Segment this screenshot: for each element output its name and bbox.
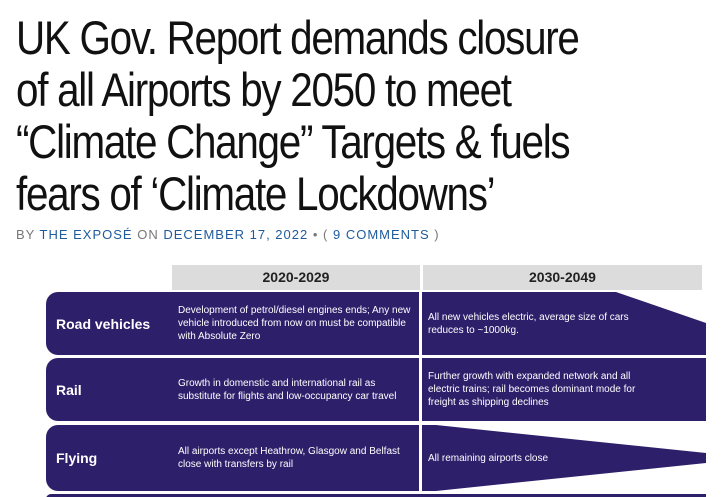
band-taper: [616, 292, 706, 323]
article-title: UK Gov. Report demands closure of all Ai…: [16, 11, 580, 220]
byline-separator: • (: [312, 227, 329, 242]
article-byline: BY THE EXPOSÉ ON DECEMBER 17, 2022 • ( 9…: [16, 227, 440, 242]
row-divider: [419, 292, 422, 355]
column-header-2020-2029: 2020-2029: [172, 265, 420, 290]
row-divider: [419, 358, 422, 421]
cell-2020-2029: Development of petrol/diesel engines end…: [178, 305, 411, 342]
article-image: 2020-2029 2030-2049 Road vehicles Develo…: [46, 262, 706, 497]
byline-close-paren: ): [434, 227, 440, 242]
roadmap-row-next: [46, 494, 706, 497]
row-band: [46, 292, 706, 355]
row-divider: [419, 425, 422, 491]
cell-2030-2049: All new vehicles electric, average size …: [428, 311, 629, 336]
row-label: Rail: [56, 381, 82, 398]
date-link[interactable]: DECEMBER 17, 2022: [163, 227, 309, 242]
band-taper-bottom: [436, 463, 706, 491]
roadmap-row-road-vehicles: Road vehicles Development of petrol/dies…: [46, 292, 706, 355]
band-taper-top: [436, 425, 706, 453]
byline-on: ON: [137, 227, 159, 242]
roadmap-row-flying: Flying All airports except Heathrow, Gla…: [46, 425, 706, 491]
row-band: [46, 358, 706, 421]
cell-2030-2049: Further growth with expanded network and…: [428, 371, 636, 408]
column-header-2030-2049: 2030-2049: [423, 265, 702, 290]
row-label: Flying: [56, 450, 98, 466]
author-link[interactable]: THE EXPOSÉ: [39, 227, 133, 242]
cell-2030-2049: All remaining airports close: [428, 452, 549, 464]
byline-prefix: BY: [16, 227, 36, 242]
row-label: Road vehicles: [56, 315, 151, 332]
row-band: [46, 494, 706, 497]
roadmap-row-rail: Rail Growth in domenstic and internation…: [46, 358, 706, 421]
cell-2020-2029: Growth in domenstic and international ra…: [178, 377, 397, 402]
comments-link[interactable]: 9 COMMENTS: [332, 227, 430, 242]
cell-2020-2029: All airports except Heathrow, Glasgow an…: [178, 446, 400, 470]
